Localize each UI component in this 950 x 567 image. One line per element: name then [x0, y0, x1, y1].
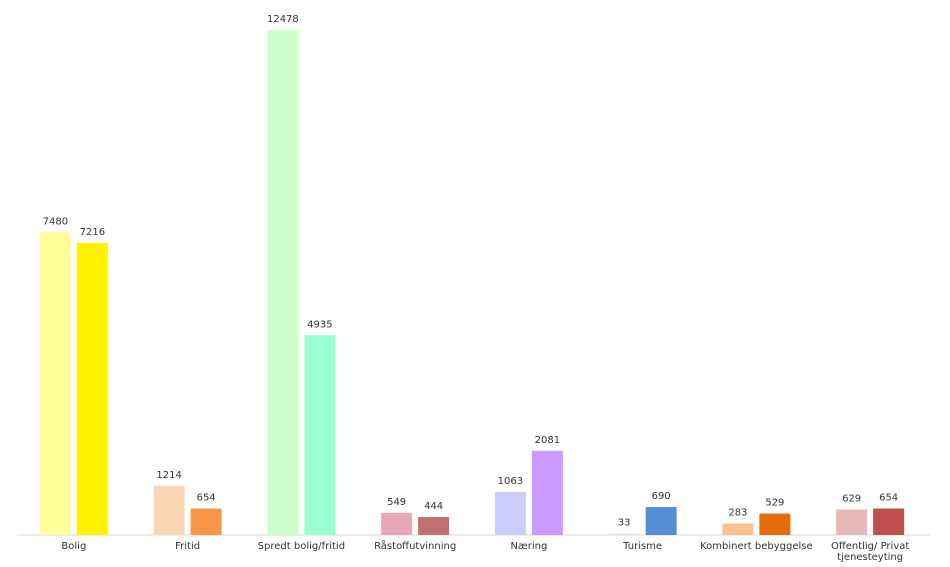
bar — [153, 485, 185, 535]
bar — [722, 523, 754, 535]
bar — [608, 533, 640, 535]
data-label: 2081 — [535, 435, 560, 446]
x-tick-label: Fritid — [175, 541, 200, 552]
data-label: 7480 — [43, 216, 68, 227]
bar — [304, 335, 336, 535]
bar — [418, 517, 450, 535]
data-label: 529 — [765, 498, 784, 509]
x-tick-label: Råstoffutvinning — [374, 539, 456, 552]
data-label: 7216 — [80, 227, 105, 238]
data-label: 654 — [879, 493, 898, 504]
data-label: 690 — [652, 491, 671, 502]
x-tick-label: Næring — [510, 541, 547, 552]
bar — [759, 513, 791, 535]
bar — [836, 509, 868, 535]
bar — [873, 508, 905, 535]
bar — [190, 508, 222, 535]
value-labels-group: 7480 7216 1214 654 12478 4935 549 444 1063 2081 33… — [43, 14, 899, 529]
data-label: 12478 — [267, 14, 299, 25]
tick-labels-group: Bolig Fritid Spredt bolig/fritid Råstoffutv… — [61, 539, 909, 563]
x-tick-label: Offentlig/ Privat — [831, 541, 909, 552]
data-label: 629 — [842, 494, 861, 505]
x-tick-label: tjenesteyting — [837, 552, 903, 563]
data-label: 33 — [618, 518, 631, 529]
data-label: 1214 — [156, 470, 181, 481]
data-label: 4935 — [307, 319, 332, 330]
data-label: 444 — [424, 501, 443, 512]
bar — [531, 450, 563, 535]
bars-group — [39, 30, 905, 535]
bar — [76, 242, 108, 535]
x-tick-label: Turisme — [622, 541, 662, 552]
data-label: 549 — [387, 497, 406, 508]
bar — [381, 512, 413, 535]
bar — [267, 30, 299, 535]
x-tick-label: Spredt bolig/fritid — [258, 541, 345, 552]
bar — [39, 232, 71, 535]
x-tick-label: Bolig — [61, 541, 86, 552]
data-label: 654 — [197, 493, 216, 504]
data-label: 1063 — [498, 476, 523, 487]
bar — [494, 491, 526, 535]
x-tick-label: Kombinert bebyggelse — [700, 541, 813, 552]
data-label: 283 — [728, 508, 747, 519]
bar — [645, 507, 677, 535]
